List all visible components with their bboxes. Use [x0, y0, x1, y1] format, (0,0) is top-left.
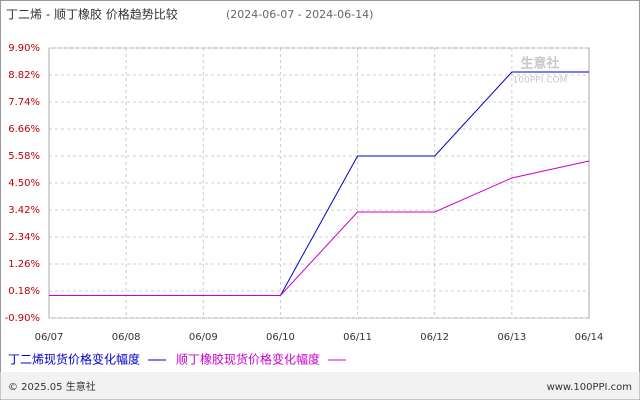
y-tick-label: -0.90%	[5, 313, 40, 324]
series-line	[49, 160, 590, 296]
x-tick-label: 06/07	[35, 332, 64, 343]
y-tick-label: 8.82%	[8, 70, 40, 81]
chart-subtitle: (2024-06-07 - 2024-06-14)	[226, 8, 373, 21]
y-tick-label: 0.18%	[8, 286, 40, 297]
footer-bg	[0, 372, 640, 400]
y-tick-label: 3.42%	[8, 205, 40, 216]
x-tick-label: 06/12	[420, 332, 449, 343]
chart-title: 丁二烯 - 顺丁橡胶 价格趋势比较	[6, 7, 178, 22]
x-tick-label: 06/13	[497, 332, 526, 343]
legend-label: 丁二烯现货价格变化幅度	[8, 352, 140, 367]
watermark: 100PPI.COM	[513, 76, 568, 86]
footer-right: www.100PPI.com	[547, 382, 632, 393]
x-tick-label: 06/10	[266, 332, 295, 343]
y-tick-label: 1.26%	[8, 259, 40, 270]
x-tick-label: 06/08	[112, 332, 141, 343]
y-tick-label: 4.50%	[8, 178, 40, 189]
y-tick-label: 6.66%	[8, 124, 40, 135]
legend-label: 顺丁橡胶现货价格变化幅度	[176, 352, 320, 367]
x-tick-label: 06/09	[189, 332, 218, 343]
watermark: 生意社	[520, 56, 559, 72]
y-tick-label: 2.34%	[8, 232, 40, 243]
x-tick-label: 06/14	[575, 332, 604, 343]
footer-left: © 2025.05 生意社	[8, 380, 96, 393]
y-tick-label: 9.90%	[8, 43, 40, 54]
y-tick-label: 7.74%	[8, 97, 40, 108]
y-tick-label: 5.58%	[8, 151, 40, 162]
x-tick-label: 06/11	[343, 332, 372, 343]
